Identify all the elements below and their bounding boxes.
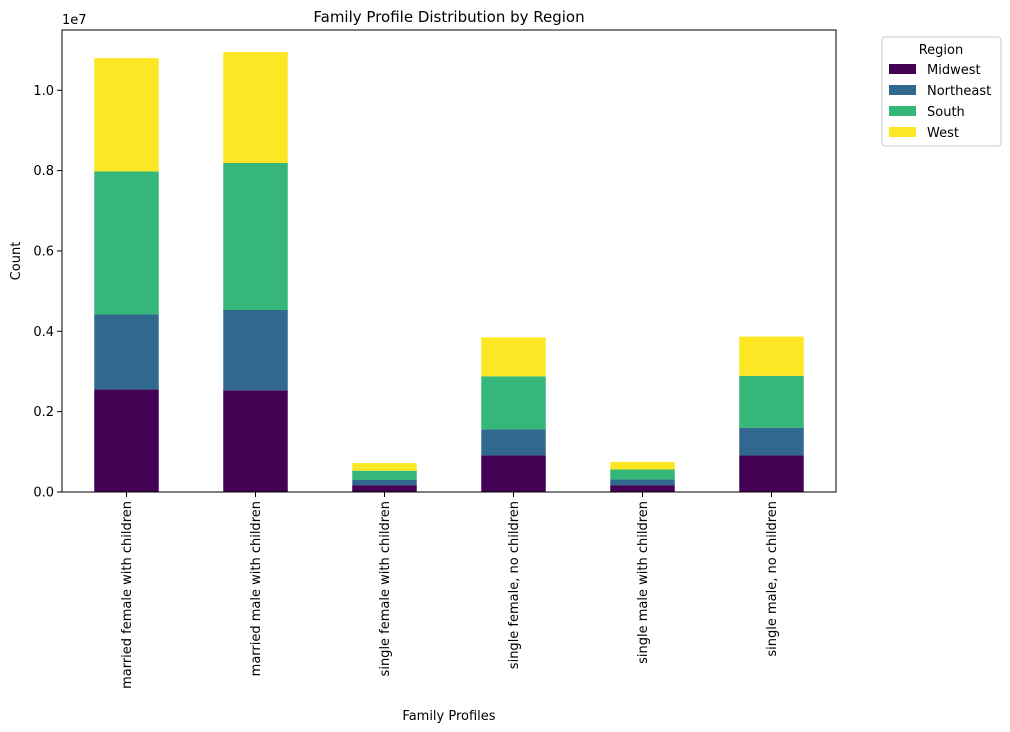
y-tick-label: 0.6 [33,244,54,259]
y-tick-label: 1.0 [33,84,54,99]
legend-label-south: South [927,105,965,120]
x-tick-label: single female with children [378,501,393,676]
bar-northeast-5 [610,479,675,486]
bar-northeast-2 [223,310,288,391]
y-axis-title: Count [9,242,24,281]
bar-northeast-3 [352,479,417,486]
legend-swatch-south [889,106,916,116]
y-tick-label: 0.2 [33,405,54,420]
x-tick-label: married female with children [120,501,135,689]
bar-west-3 [352,463,417,471]
y-tick-label: 0.4 [33,325,54,340]
bar-south-6 [739,375,804,428]
bars-layer [94,52,804,492]
y-axis: 0.0 0.2 0.4 0.6 0.8 1.0 [33,84,62,501]
bar-west-1 [94,58,159,172]
bar-south-5 [610,469,675,480]
chart-title: Family Profile Distribution by Region [313,8,584,26]
bar-northeast-1 [94,314,159,390]
bar-south-1 [94,171,159,315]
bar-west-4 [481,337,546,377]
bar-midwest-5 [610,485,675,492]
bar-west-5 [610,461,675,470]
legend-swatch-west [889,127,916,137]
bar-midwest-2 [223,390,288,492]
bar-south-3 [352,470,417,480]
x-tick-label: single male, no children [765,501,780,657]
bar-south-4 [481,376,546,430]
bar-midwest-4 [481,455,546,492]
legend-swatch-midwest [889,64,916,74]
legend-label-midwest: Midwest [927,63,981,78]
x-tick-label: single male with children [636,501,651,664]
x-tick-label: single female, no children [507,501,522,669]
x-axis: married female with children married male… [120,492,780,689]
bar-midwest-3 [352,485,417,492]
bar-south-2 [223,162,288,311]
y-tick-label: 0.0 [33,486,54,501]
legend-label-west: West [927,126,959,141]
legend-title: Region [919,43,964,58]
bar-midwest-1 [94,389,159,492]
x-tick-label: married male with children [249,501,264,676]
legend: Region Midwest Northeast South West [881,36,1002,147]
legend-label-northeast: Northeast [927,84,991,99]
bar-midwest-6 [739,455,804,492]
plot-frame [61,29,837,493]
x-axis-title: Family Profiles [402,709,495,724]
y-scale-label: 1e7 [62,13,87,28]
bar-west-6 [739,336,804,376]
bar-northeast-6 [739,427,804,456]
y-tick-label: 0.8 [33,164,54,179]
bar-northeast-4 [481,429,546,456]
legend-swatch-northeast [889,85,916,95]
bar-west-2 [223,52,288,163]
